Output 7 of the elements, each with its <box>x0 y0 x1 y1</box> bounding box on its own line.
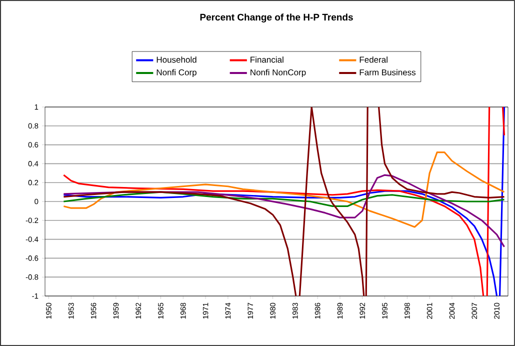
legend-label: Federal <box>360 56 388 63</box>
legend-label: Farm Business <box>360 69 416 76</box>
legend-label: Nonfi NonCorp <box>250 69 306 78</box>
legend-label: Household <box>156 56 196 63</box>
chart-title: Percent Change of the H-P Trends <box>200 14 353 22</box>
legend-label: Financial <box>250 56 284 63</box>
legend-label: Nonfi Corp <box>156 69 196 78</box>
